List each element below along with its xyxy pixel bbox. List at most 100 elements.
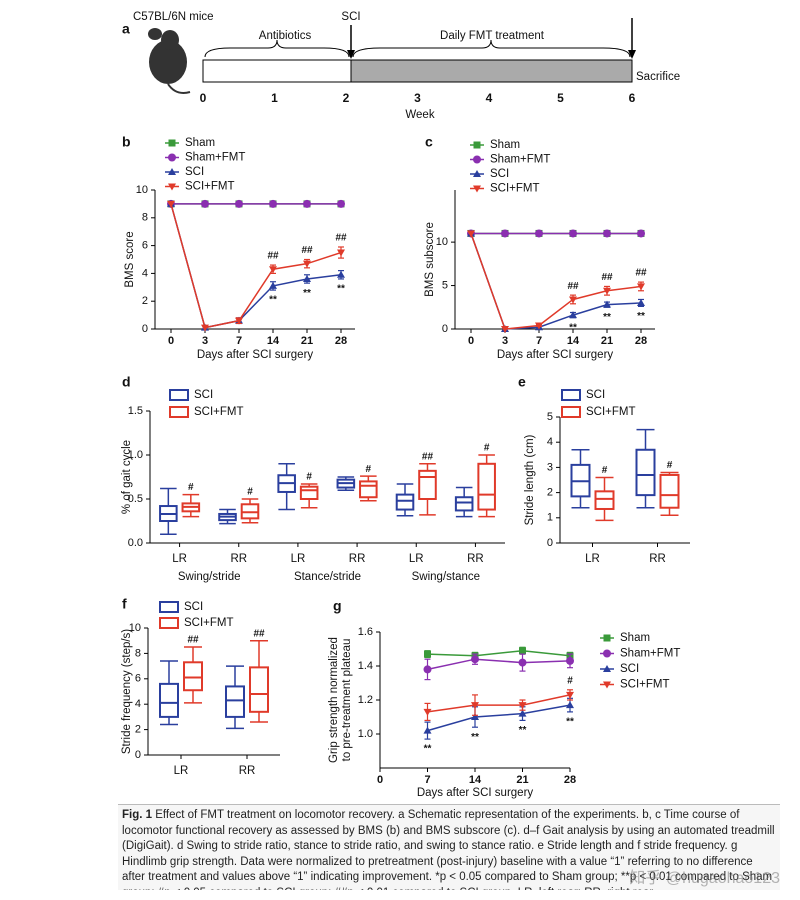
y-tick-label: 5 [442,279,448,291]
legend-label: Sham [490,139,520,151]
marker [423,726,432,734]
x-tick-label: LR [585,553,600,565]
marker [269,199,277,208]
week-label: 5 [557,91,564,105]
event-label: SCI [341,11,360,23]
marker [566,701,574,709]
marker [303,260,311,268]
week-label: 3 [414,91,421,105]
x-tick-label: RR [230,553,247,565]
marker [201,199,209,208]
legend-symbol [561,406,581,418]
series-line [170,203,342,329]
panel-label: d [122,374,131,390]
marker [303,199,311,208]
brace [204,39,350,58]
brace [352,39,631,58]
marker [337,270,345,278]
x-tick-label: LR [291,553,306,565]
legend-label: Sham+FMT [490,154,550,166]
y-tick-label: 10 [136,184,148,196]
marker [603,649,611,658]
x-axis-label: Days after SCI surgery [197,349,314,361]
annotation: # [567,675,573,686]
y-axis-label: % of gait cycle [121,440,133,514]
x-tick-label: 14 [469,774,482,786]
series-line [170,203,342,329]
marker [167,200,175,208]
box [299,485,319,500]
legend-label: SCI [490,168,509,180]
y-axis-label: BMS score [124,231,136,287]
y-tick-label: 0 [547,537,553,549]
panel-label: e [518,374,526,390]
x-tick-label: LR [174,765,189,777]
x-tick-label: RR [649,553,666,565]
watermark: 知乎 @hugaohao123 [629,870,780,887]
legend-label: Sham [185,137,215,149]
y-axis-label: Grip strength normalized [328,637,340,763]
marker [518,709,527,717]
panel-label: f [122,596,127,612]
marker [467,230,475,238]
week-label: 4 [486,91,493,105]
marker [471,655,479,664]
group-label: Stance/stride [294,571,361,583]
marker [337,249,345,257]
legend-label: SCI [185,166,204,178]
marker [424,650,431,658]
annotation: ## [567,281,579,292]
panel-label: b [122,134,131,150]
legend-symbol [169,389,189,401]
legend-label: SCI+FMT [490,183,540,195]
y-tick-label: 1.0 [128,449,143,461]
legend-label: Sham [620,632,650,644]
legend-label: SCI [586,389,605,401]
annotation: ** [566,717,574,728]
caption-label: Fig. 1 [122,809,153,821]
box [659,473,680,509]
x-tick-label: 7 [536,335,542,347]
group-label: Swing/stride [178,571,241,583]
x-tick-label: 7 [424,774,430,786]
box [477,462,496,511]
y-tick-label: 1 [547,512,553,524]
marker [423,665,432,674]
box [635,448,656,497]
x-tick-label: RR [349,553,366,565]
y-tick-label: 0.0 [128,537,143,549]
y-tick-label: 5 [547,411,553,423]
marker [501,326,509,333]
legend-label: SCI [620,663,639,675]
legend-label: Sham+FMT [620,648,680,660]
y-axis-label: Stride frequency (step/s) [121,629,133,754]
annotation: ** [519,725,527,736]
group-label: Swing/stance [412,571,480,583]
y-tick-label: 10 [436,236,448,248]
legend-label: Sham+FMT [185,152,245,164]
marker [471,702,479,710]
x-tick-label: 21 [516,774,528,786]
annotation: ## [635,268,647,279]
legend-symbol [159,601,179,613]
marker [535,229,543,238]
marker [168,168,176,175]
marker [637,229,645,238]
legend-label: SCI [184,601,203,613]
annotation: ## [601,272,613,283]
box [359,480,378,499]
x-tick-label: 28 [335,335,347,347]
y-tick-label: 4 [135,698,141,710]
marker [501,229,509,238]
x-tick-label: 3 [202,335,208,347]
box [594,490,615,510]
box [183,661,203,692]
marker [423,708,432,716]
annotation: ## [187,635,199,646]
series-line [427,658,571,671]
y-tick-label: 8 [142,212,148,224]
marker [637,298,645,306]
marker [168,183,176,191]
marker [566,656,574,665]
legend-label: SCI+FMT [185,181,235,193]
